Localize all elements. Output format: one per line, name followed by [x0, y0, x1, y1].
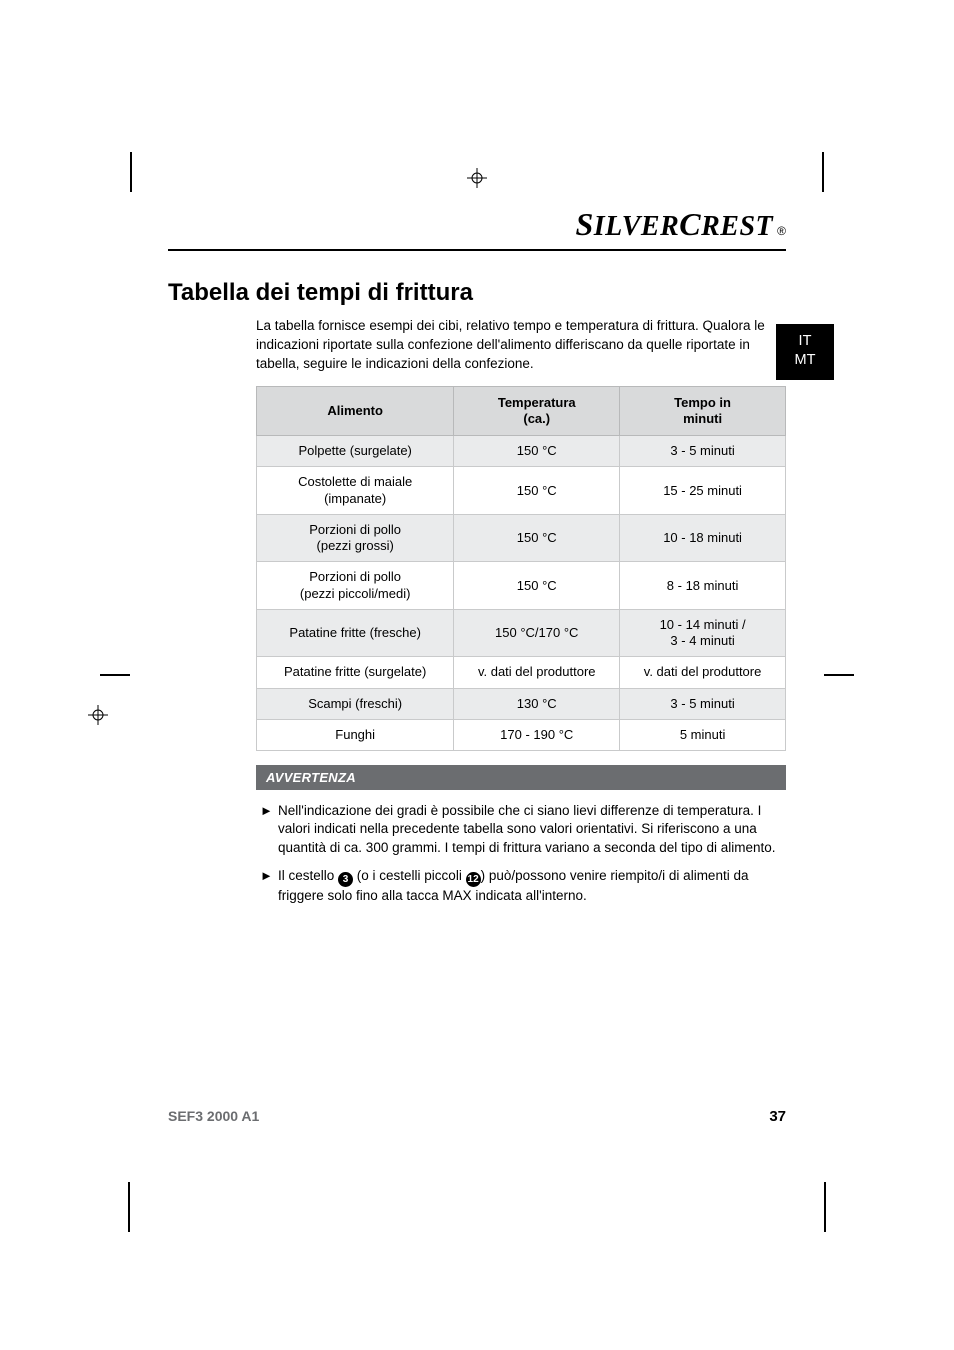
cell-time: 15 - 25 minuti: [620, 467, 786, 515]
cell-temp: 150 °C/170 °C: [454, 609, 620, 657]
warning-body: ► Nell'indicazione dei gradi è possibile…: [256, 790, 786, 905]
warning-text: Nell'indicazione dei gradi è possibile c…: [278, 802, 782, 857]
bullet-arrow-icon: ►: [260, 802, 278, 857]
th-food: Alimento: [257, 386, 454, 436]
cell-time: 3 - 5 minuti: [620, 688, 786, 719]
crop-mark: [100, 674, 130, 676]
crop-mark: [128, 1182, 130, 1232]
th-temperature: Temperatura (ca.): [454, 386, 620, 436]
cell-food: Patatine fritte (fresche): [257, 609, 454, 657]
reference-number-icon: 3: [338, 872, 353, 887]
cell-food: Porzioni di pollo (pezzi grossi): [257, 514, 454, 562]
registration-mark-top: [467, 168, 487, 188]
table-row: Costolette di maiale (impanate) 150 °C 1…: [257, 467, 786, 515]
cell-food: Scampi (freschi): [257, 688, 454, 719]
table-row: Scampi (freschi) 130 °C 3 - 5 minuti: [257, 688, 786, 719]
crop-mark: [822, 152, 824, 192]
warning-item: ► Il cestello 3 (o i cestelli piccoli 12…: [260, 867, 782, 905]
brand-rest1: ILVER: [594, 211, 680, 242]
table-row: Patatine fritte (surgelate) v. dati del …: [257, 657, 786, 688]
brand-header: SILVERCREST ®: [168, 206, 786, 251]
cell-temp: 150 °C: [454, 562, 620, 610]
page-title: Tabella dei tempi di frittura: [168, 279, 786, 307]
reference-number-icon: 12: [466, 872, 481, 887]
page-content: SILVERCREST ® Tabella dei tempi di fritt…: [168, 206, 786, 915]
th-time-l1: Tempo in: [674, 395, 731, 410]
registration-mark-left: [88, 705, 108, 725]
th-temp-l2: (ca.): [523, 411, 550, 426]
table-row: Patatine fritte (fresche) 150 °C/170 °C …: [257, 609, 786, 657]
model-number: SEF3 2000 A1: [168, 1108, 259, 1125]
brand-cap2: C: [679, 206, 701, 242]
table-row: Porzioni di pollo (pezzi grossi) 150 °C …: [257, 514, 786, 562]
cell-time: 3 - 5 minuti: [620, 436, 786, 467]
table-row: Polpette (surgelate) 150 °C 3 - 5 minuti: [257, 436, 786, 467]
cell-food: Polpette (surgelate): [257, 436, 454, 467]
cell-temp: 170 - 190 °C: [454, 719, 620, 750]
warning-item: ► Nell'indicazione dei gradi è possibile…: [260, 802, 782, 857]
table-row: Funghi 170 - 190 °C 5 minuti: [257, 719, 786, 750]
page-number: 37: [769, 1108, 786, 1125]
cell-time: 10 - 18 minuti: [620, 514, 786, 562]
crop-mark: [130, 152, 132, 192]
brand-cap1: S: [575, 206, 593, 242]
cell-temp: 150 °C: [454, 436, 620, 467]
cell-food: Porzioni di pollo (pezzi piccoli/medi): [257, 562, 454, 610]
cell-food: Costolette di maiale (impanate): [257, 467, 454, 515]
cell-temp: v. dati del produttore: [454, 657, 620, 688]
brand-logo: SILVERCREST: [575, 206, 773, 243]
cell-temp: 150 °C: [454, 467, 620, 515]
cell-temp: 150 °C: [454, 514, 620, 562]
th-time-l2: minuti: [683, 411, 722, 426]
brand-rest2: REST: [701, 211, 773, 242]
th-time: Tempo in minuti: [620, 386, 786, 436]
warning-text: Il cestello 3 (o i cestelli piccoli 12) …: [278, 867, 782, 905]
frying-times-table: Alimento Temperatura (ca.) Tempo in minu…: [256, 386, 786, 752]
bullet-arrow-icon: ►: [260, 867, 278, 905]
cell-food: Patatine fritte (surgelate): [257, 657, 454, 688]
cell-time: 8 - 18 minuti: [620, 562, 786, 610]
registered-mark: ®: [777, 224, 786, 238]
table-row: Porzioni di pollo (pezzi piccoli/medi) 1…: [257, 562, 786, 610]
cell-time: 10 - 14 minuti / 3 - 4 minuti: [620, 609, 786, 657]
cell-time: v. dati del produttore: [620, 657, 786, 688]
th-temp-l1: Temperatura: [498, 395, 576, 410]
crop-mark: [824, 1182, 826, 1232]
crop-mark: [824, 674, 854, 676]
cell-time: 5 minuti: [620, 719, 786, 750]
warning-header: AVVERTENZA: [256, 765, 786, 790]
cell-temp: 130 °C: [454, 688, 620, 719]
intro-paragraph: La tabella fornisce esempi dei cibi, rel…: [256, 317, 786, 374]
page-footer: SEF3 2000 A1 37: [168, 1108, 786, 1125]
cell-food: Funghi: [257, 719, 454, 750]
